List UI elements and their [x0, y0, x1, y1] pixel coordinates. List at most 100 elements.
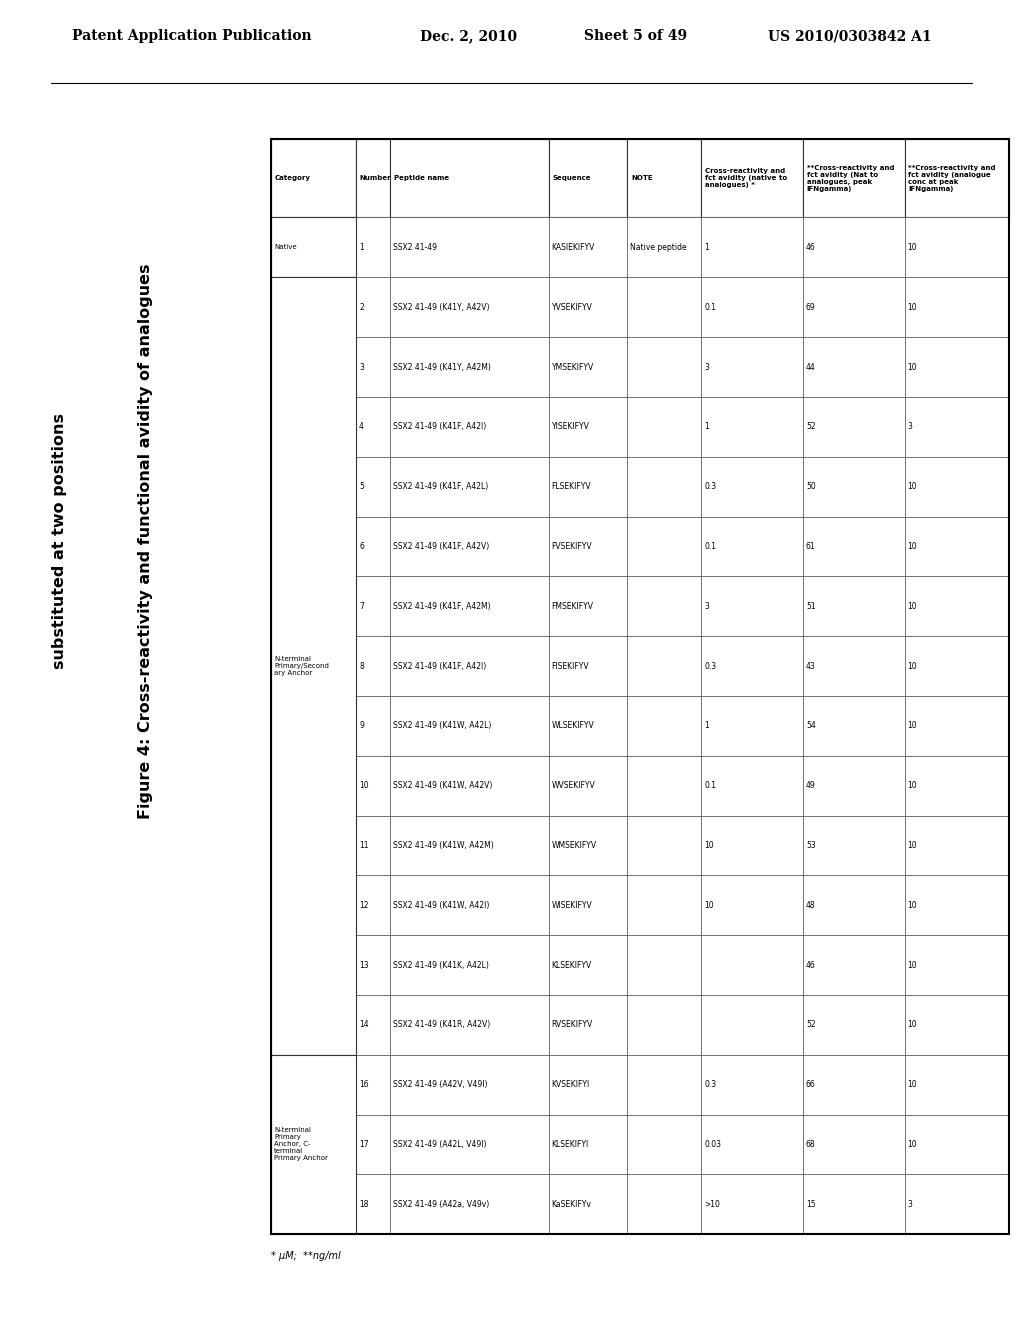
Text: 46: 46	[806, 961, 816, 970]
Bar	[390, 995, 549, 1055]
Text: NOTE: NOTE	[631, 176, 652, 181]
Bar	[356, 577, 390, 636]
Bar	[390, 1114, 549, 1175]
Text: YISEKIFYV: YISEKIFYV	[552, 422, 590, 432]
Text: FMSEKIFYV: FMSEKIFYV	[552, 602, 594, 611]
Bar	[628, 337, 701, 397]
Text: 10: 10	[705, 900, 714, 909]
Bar	[390, 139, 549, 218]
Bar	[803, 1114, 904, 1175]
Bar	[549, 816, 628, 875]
Bar	[628, 1055, 701, 1114]
Bar	[803, 397, 904, 457]
Bar	[628, 875, 701, 935]
Bar	[904, 875, 1009, 935]
Bar	[356, 457, 390, 516]
Text: 10: 10	[907, 661, 918, 671]
Text: SSX2 41-49 (K41Y, A42M): SSX2 41-49 (K41Y, A42M)	[393, 363, 490, 371]
Bar	[271, 1055, 356, 1114]
Bar	[904, 139, 1009, 218]
Bar	[356, 277, 390, 337]
Bar	[271, 516, 356, 577]
Bar	[803, 935, 904, 995]
Text: 0.3: 0.3	[705, 482, 716, 491]
Bar	[701, 277, 803, 337]
Bar	[271, 218, 356, 277]
Bar	[549, 397, 628, 457]
Text: 10: 10	[907, 363, 918, 371]
Text: 10: 10	[907, 900, 918, 909]
Bar	[803, 218, 904, 277]
Text: N-terminal
Primary/Second
ary Anchor: N-terminal Primary/Second ary Anchor	[274, 656, 329, 676]
Text: SSX2 41-49 (K41W, A42I): SSX2 41-49 (K41W, A42I)	[393, 900, 489, 909]
Text: YVSEKIFYV: YVSEKIFYV	[552, 302, 593, 312]
Text: 0.1: 0.1	[705, 543, 716, 550]
Text: KLSEKIFYV: KLSEKIFYV	[552, 961, 592, 970]
Text: 2: 2	[359, 302, 364, 312]
Bar	[390, 457, 549, 516]
Text: Peptide name: Peptide name	[394, 176, 449, 181]
Bar	[904, 337, 1009, 397]
Bar	[356, 218, 390, 277]
Bar	[390, 1055, 549, 1114]
Text: SSX2 41-49: SSX2 41-49	[393, 243, 437, 252]
Bar	[803, 139, 904, 218]
Text: SSX2 41-49 (K41F, A42V): SSX2 41-49 (K41F, A42V)	[393, 543, 489, 550]
Bar	[549, 218, 628, 277]
Text: 13: 13	[359, 961, 369, 970]
Text: >10: >10	[705, 1200, 720, 1209]
Text: 3: 3	[907, 1200, 912, 1209]
Bar	[701, 218, 803, 277]
Text: SSX2 41-49 (K41F, A42I): SSX2 41-49 (K41F, A42I)	[393, 422, 486, 432]
Bar	[803, 696, 904, 756]
Bar	[549, 337, 628, 397]
Bar	[803, 577, 904, 636]
Text: 1: 1	[359, 243, 364, 252]
Bar	[904, 636, 1009, 696]
Bar	[628, 1175, 701, 1234]
Text: 10: 10	[705, 841, 714, 850]
Bar	[701, 1055, 803, 1114]
Bar	[803, 457, 904, 516]
Bar	[701, 1114, 803, 1175]
Text: SSX2 41-49 (A42a, V49v): SSX2 41-49 (A42a, V49v)	[393, 1200, 489, 1209]
Bar	[356, 995, 390, 1055]
Bar	[271, 1055, 356, 1234]
Bar	[390, 816, 549, 875]
Bar	[549, 577, 628, 636]
Bar	[390, 1175, 549, 1234]
Bar	[701, 337, 803, 397]
Text: 49: 49	[806, 781, 816, 791]
Bar	[271, 397, 356, 457]
Bar	[271, 1114, 356, 1175]
Text: 0.03: 0.03	[705, 1140, 721, 1148]
Text: 1: 1	[705, 721, 709, 730]
Bar	[701, 816, 803, 875]
Text: **Cross-reactivity and
fct avidity (analogue
conc at peak
IFNgamma): **Cross-reactivity and fct avidity (anal…	[908, 165, 996, 191]
Bar	[803, 995, 904, 1055]
Text: 7: 7	[359, 602, 364, 611]
Bar	[701, 875, 803, 935]
Bar	[803, 816, 904, 875]
Text: 10: 10	[907, 781, 918, 791]
Text: substituted at two positions: substituted at two positions	[52, 413, 67, 669]
Text: 10: 10	[359, 781, 369, 791]
Text: Dec. 2, 2010: Dec. 2, 2010	[420, 29, 517, 44]
Text: FLSEKIFYV: FLSEKIFYV	[552, 482, 591, 491]
Bar	[803, 875, 904, 935]
Text: N-terminal
Primary
Anchor, C-
terminal
Primary Anchor: N-terminal Primary Anchor, C- terminal P…	[274, 1127, 328, 1162]
Bar	[701, 577, 803, 636]
Text: 11: 11	[359, 841, 369, 850]
Text: FISEKIFYV: FISEKIFYV	[552, 661, 589, 671]
Bar	[356, 875, 390, 935]
Bar	[628, 995, 701, 1055]
Bar	[904, 756, 1009, 816]
Bar	[271, 756, 356, 816]
Bar	[803, 277, 904, 337]
Text: 50: 50	[806, 482, 816, 491]
Bar	[356, 756, 390, 816]
Text: 0.1: 0.1	[705, 302, 716, 312]
Text: 10: 10	[907, 302, 918, 312]
Text: 0.3: 0.3	[705, 1080, 716, 1089]
Bar	[628, 139, 701, 218]
